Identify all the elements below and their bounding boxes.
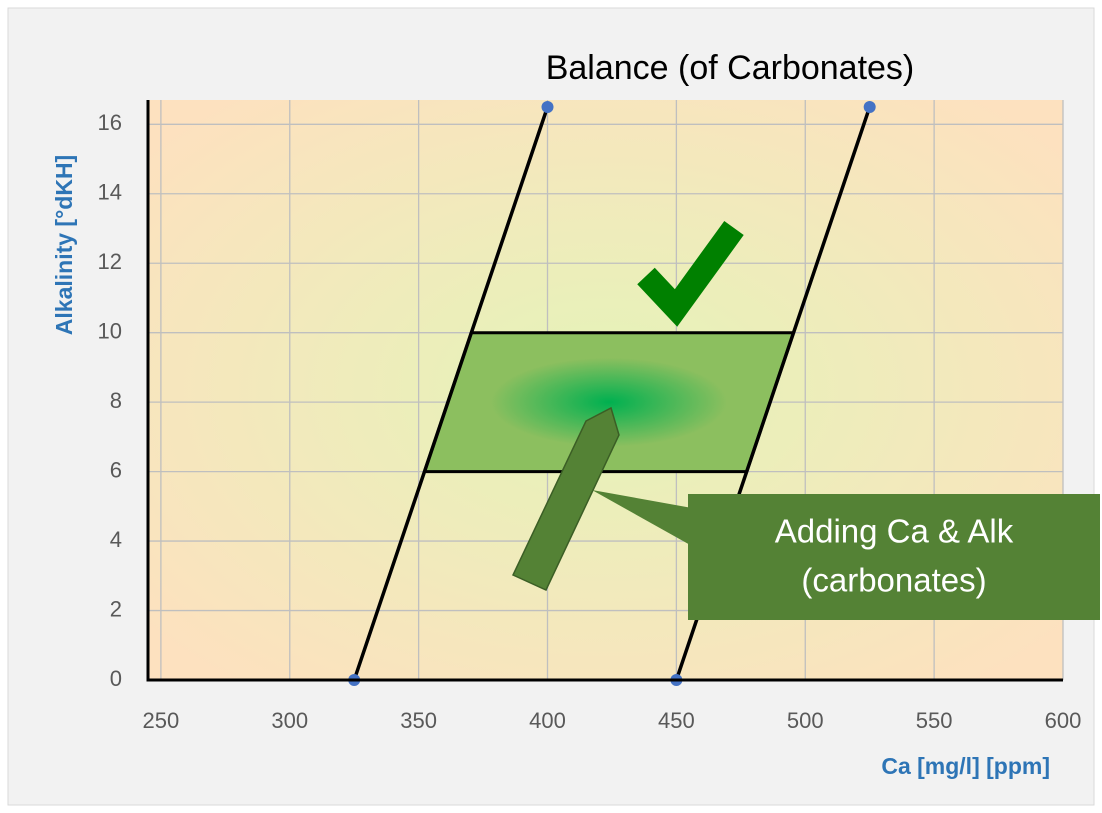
y-tick-label: 6 [110, 457, 122, 482]
x-tick-label: 450 [658, 708, 695, 733]
annotation-box [688, 494, 1100, 620]
checkmark [637, 220, 744, 327]
y-tick-label: 14 [98, 180, 122, 205]
callout-pointer [592, 490, 692, 546]
y-tick-label: 2 [110, 596, 122, 621]
point [541, 100, 554, 113]
x-tick-label: 350 [400, 708, 437, 733]
x-tick-label: 300 [271, 708, 308, 733]
y-tick-label: 10 [98, 319, 122, 344]
x-tick-label: 250 [143, 708, 180, 733]
annotation-text: Adding Ca & Alk [775, 513, 1014, 550]
x-tick-label: 550 [916, 708, 953, 733]
x-tick-label: 400 [529, 708, 566, 733]
point [863, 100, 876, 113]
x-tick-label: 500 [787, 708, 824, 733]
y-axis-label: Alkalinity [°dKH] [51, 155, 77, 335]
y-tick-label: 16 [98, 110, 122, 135]
y-tick-label: 0 [110, 666, 122, 691]
y-tick-label: 8 [110, 388, 122, 413]
x-axis-label: Ca [mg/l] [ppm] [881, 753, 1050, 779]
line [352, 106, 550, 681]
y-tick-label: 4 [110, 527, 122, 552]
annotation-text: (carbonates) [801, 562, 986, 599]
x-tick-label: 600 [1045, 708, 1082, 733]
y-tick-label: 12 [98, 249, 122, 274]
chart-title: Balance (of Carbonates) [546, 49, 915, 87]
arrow [511, 406, 620, 591]
